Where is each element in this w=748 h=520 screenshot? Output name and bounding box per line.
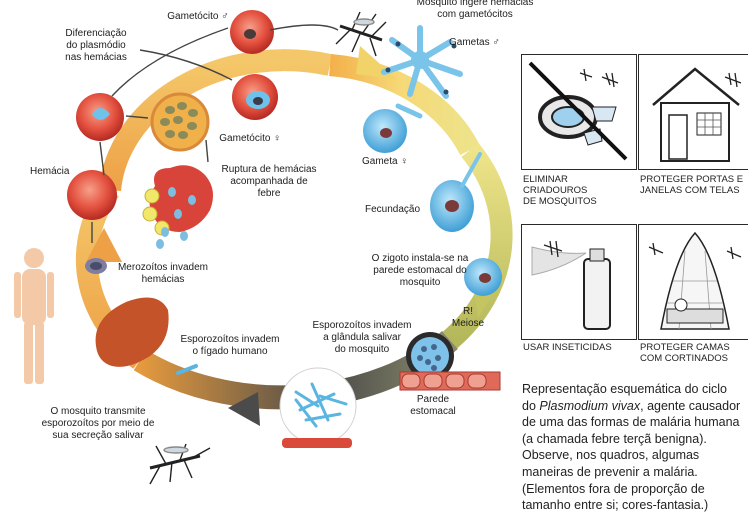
caption-proteger-camas: PROTEGER CAMAS COM CORTINADOS xyxy=(640,342,730,364)
merozoite-in-rbc xyxy=(85,258,107,274)
oocyst xyxy=(406,332,454,380)
gametocyte-male-cell xyxy=(230,10,274,54)
label-gametas-m: Gametas ♂ xyxy=(449,37,500,48)
caption-usar-inseticidas: USAR INSETICIDAS xyxy=(523,342,612,353)
label-gameta-f: Gameta ♀ xyxy=(362,156,408,167)
human-figure xyxy=(14,248,54,384)
mosquito-top xyxy=(335,11,387,57)
liver xyxy=(95,297,169,367)
label-gametocito-f: Gametócito ♀ xyxy=(219,133,281,144)
label-zigoto: O zigoto instala-se na parede estomacal … xyxy=(371,253,469,288)
label-ruptura: Ruptura de hemácias acompanhada de febre xyxy=(221,164,317,199)
label-merozoitos: Merozoítos invadem hemácias xyxy=(117,262,209,285)
label-mosquito-transmite: O mosquito transmite esporozoítos por me… xyxy=(41,406,155,441)
figure-caption: Representação esquemática do ciclo do Pl… xyxy=(522,381,744,514)
label-mosquito-ingere: Mosquito ingere hemácias com gametócitos xyxy=(416,0,534,20)
label-parede-estomacal: Parede estomacal xyxy=(410,394,456,417)
caption-eliminar: ELIMINAR CRIADOUROS DE MOSQUITOS xyxy=(523,174,597,207)
panel-usar-inseticidas xyxy=(521,224,637,340)
label-r-meiose: R! Meiose xyxy=(451,306,485,329)
label-hemacia: Hemácia xyxy=(30,166,70,177)
male-gametes-star xyxy=(381,25,463,99)
ruptured-rbc xyxy=(142,165,214,249)
zygote-cell xyxy=(464,258,502,296)
panel-eliminar-criadouros xyxy=(521,54,637,170)
stomach-wall xyxy=(399,371,501,391)
panel-proteger-camas xyxy=(638,224,748,340)
caption-text-after: , agente causador de uma das formas de m… xyxy=(522,398,741,513)
rbc-diferenciacao xyxy=(76,93,124,141)
label-esporozoitos-figado: Esporozoítos invadem o fígado humano xyxy=(180,334,280,357)
panel-proteger-portas xyxy=(638,54,748,170)
fertilization-cell xyxy=(430,152,482,232)
female-gamete xyxy=(363,103,423,153)
rbc-merozoites-rosette xyxy=(150,92,210,152)
caption-proteger-portas: PROTEGER PORTAS E JANELAS COM TELAS xyxy=(640,174,744,196)
salivary-gland-sporozoites xyxy=(279,367,357,448)
caption-text-before: Representação esquemática do ciclo do xyxy=(522,382,727,413)
hemacia-cell xyxy=(67,170,117,220)
sporozoite-to-liver xyxy=(176,364,198,375)
gametocyte-female-cell xyxy=(232,74,278,120)
house-screen-icon xyxy=(652,67,742,162)
tire-water-icon xyxy=(528,61,628,161)
label-gametocito-m: Gametócito ♂ xyxy=(167,11,229,22)
label-esporozoitos-glandula: Esporozoítos invadem a glândula salivar … xyxy=(312,320,412,355)
ring-arrow-left xyxy=(86,228,122,262)
caption-species: Plasmodium vivax xyxy=(539,398,641,413)
mosquito-bottom xyxy=(149,443,211,485)
stage-arrows xyxy=(91,24,339,243)
insecticide-spray-icon xyxy=(531,240,611,330)
bed-net-icon xyxy=(648,231,742,330)
label-diferenciacao: Diferenciação do plasmódio nas hemácias xyxy=(65,28,127,63)
ring-arrow-bottom xyxy=(228,392,260,426)
label-fecundacao: Fecundação xyxy=(365,204,421,215)
